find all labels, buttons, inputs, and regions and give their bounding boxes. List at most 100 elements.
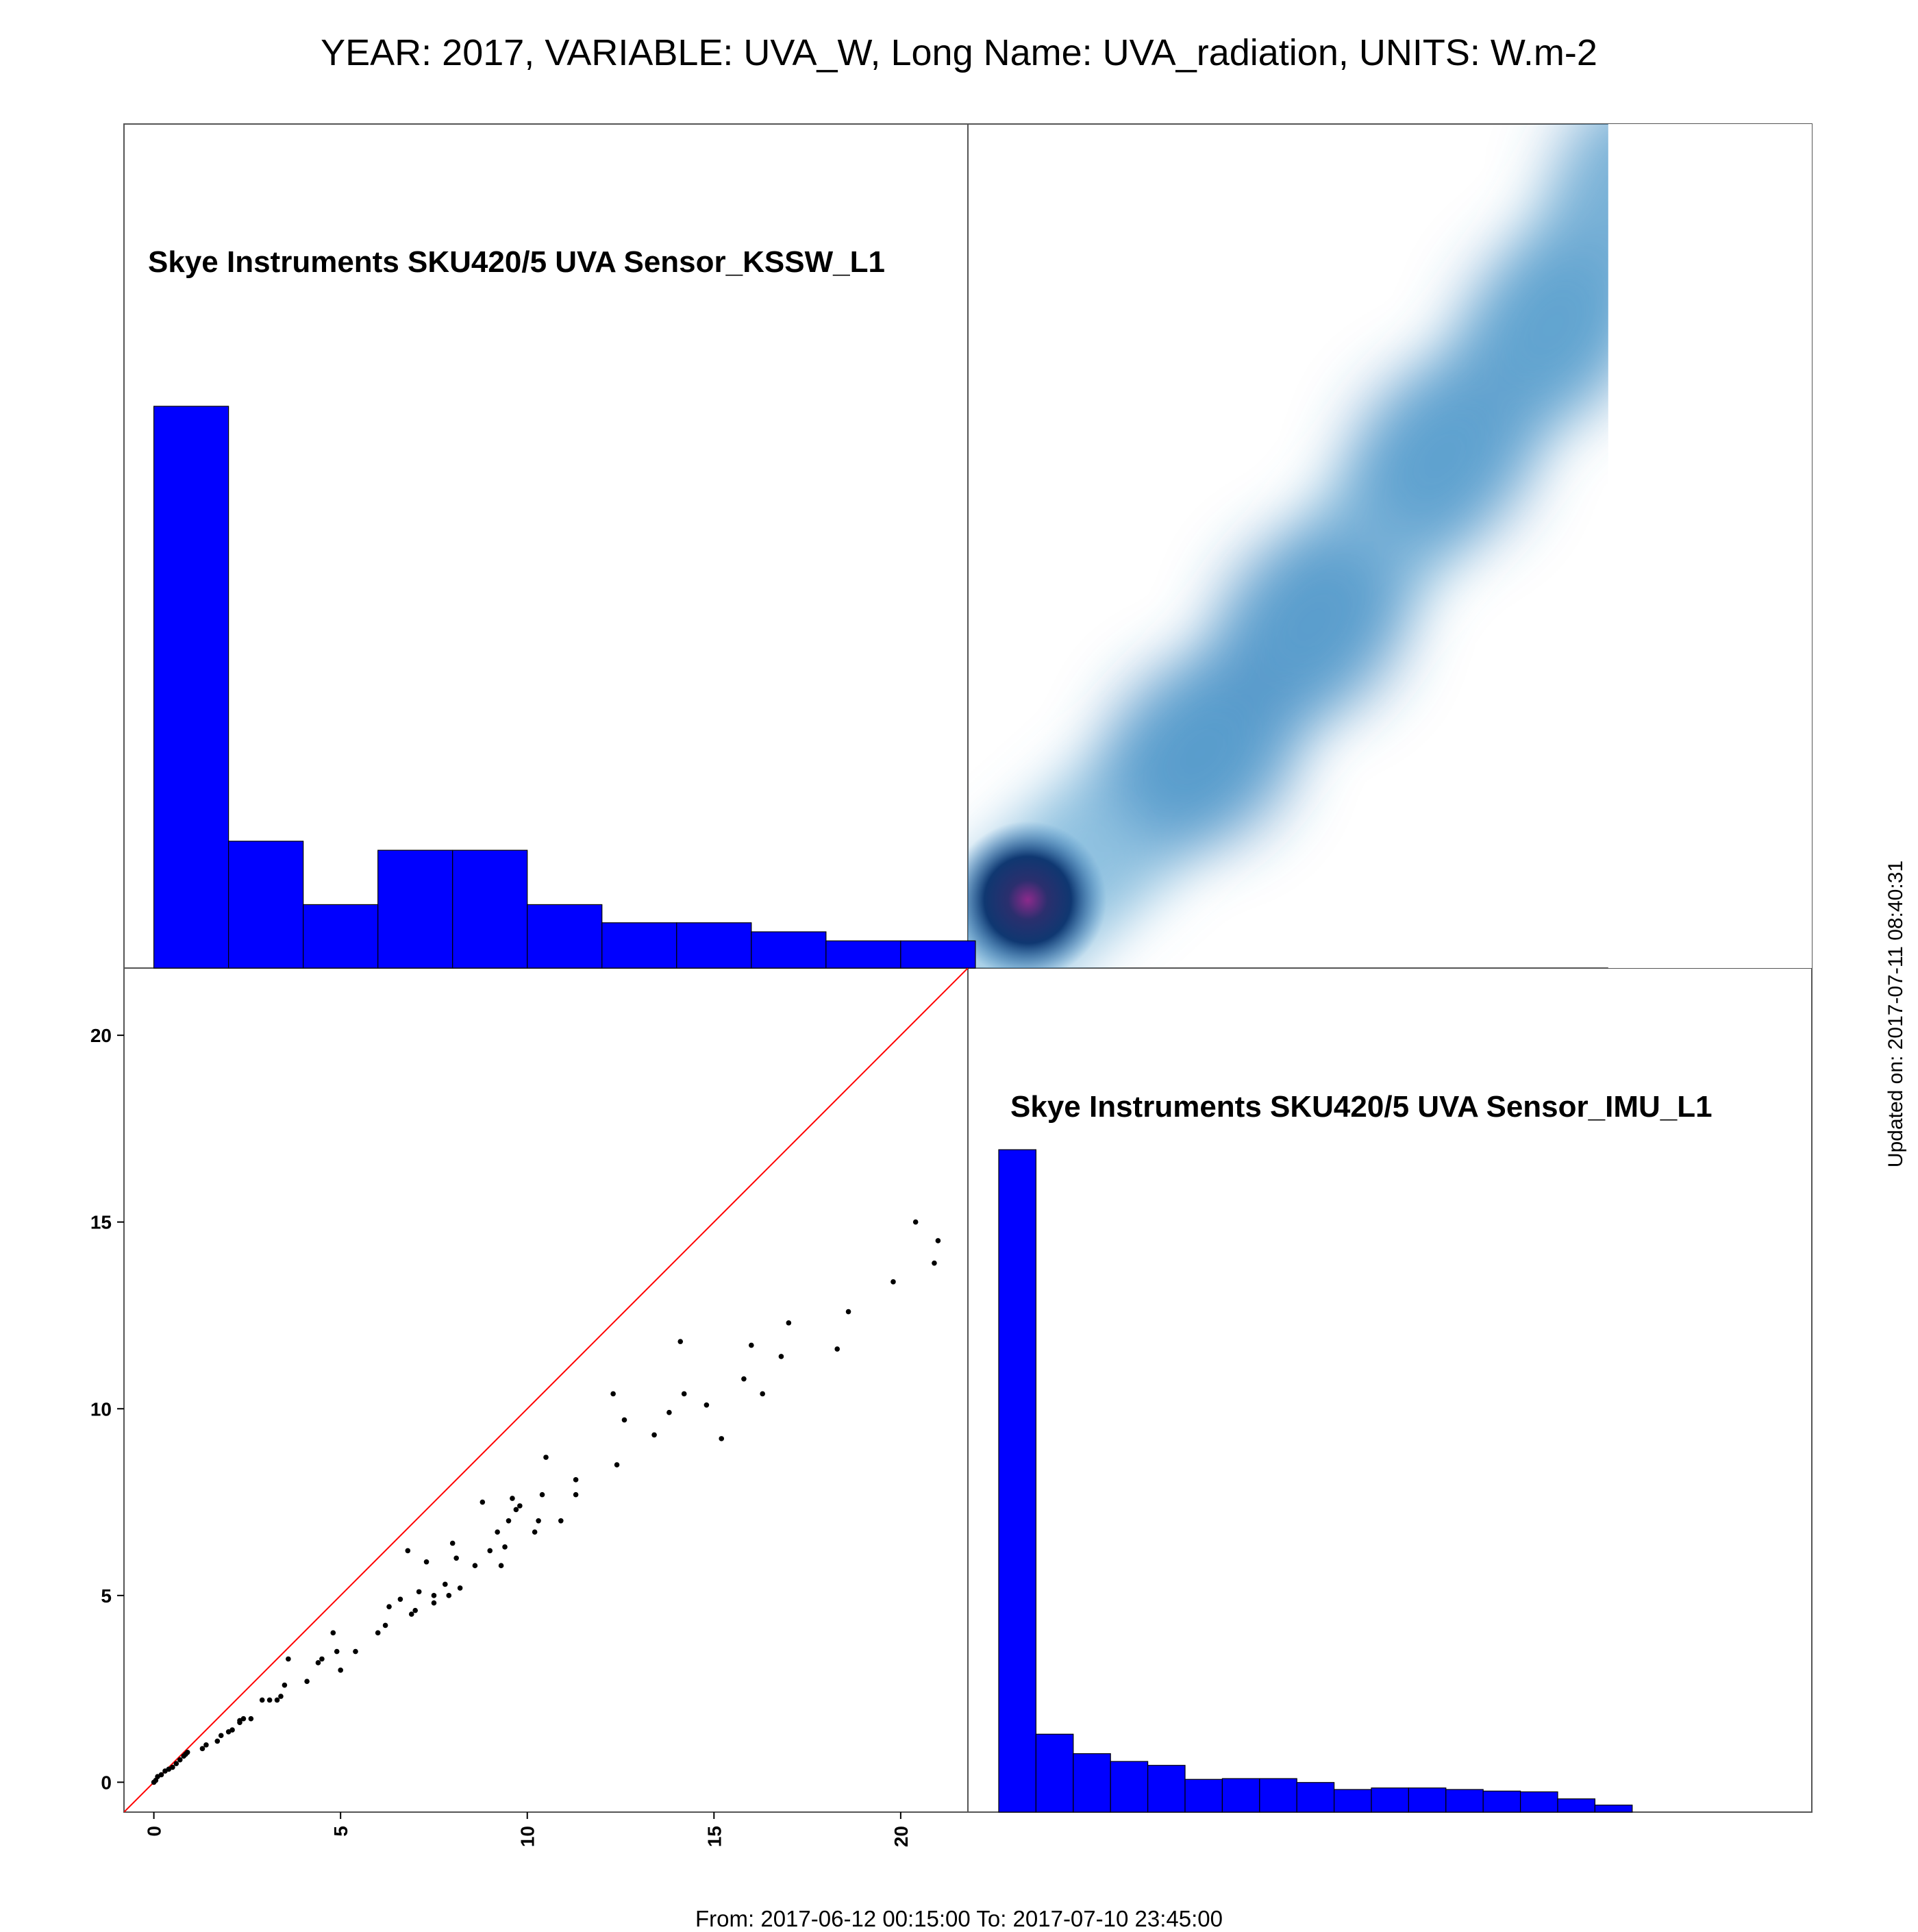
scatter-point: [375, 1630, 381, 1636]
histogram-bar: [1259, 1778, 1297, 1813]
histogram-bar: [601, 922, 677, 969]
histogram-bar: [1073, 1753, 1111, 1813]
scatter-point: [330, 1630, 336, 1636]
scatter-point: [315, 1660, 321, 1665]
scatter-point: [266, 1697, 273, 1703]
scatter-point: [517, 1503, 523, 1509]
panel-label-kssw: Skye Instruments SKU420/5 UVA Sensor_KSS…: [148, 245, 885, 279]
scatter-point: [510, 1496, 515, 1501]
scatter-point: [319, 1656, 325, 1662]
scatter-point: [912, 1219, 919, 1225]
scatter-point: [431, 1600, 437, 1606]
scatter-point: [932, 1260, 937, 1266]
identity-line: [124, 968, 968, 1812]
histogram-bar: [153, 406, 229, 969]
scatter-point: [177, 1757, 183, 1763]
histogram-bar: [1035, 1733, 1074, 1813]
scatter-point: [443, 1581, 448, 1587]
histogram-bar: [1408, 1787, 1447, 1813]
scatter-point: [158, 1772, 164, 1778]
density-blob: [1449, 225, 1656, 431]
scatter-point: [431, 1593, 437, 1598]
scatter-point: [259, 1697, 265, 1703]
y-tick-label: 5: [101, 1585, 112, 1607]
scatter-point: [334, 1648, 340, 1655]
scatter-point: [240, 1716, 247, 1722]
x-tick-label: 15: [703, 1826, 725, 1847]
scatter-point: [558, 1518, 564, 1524]
scatter-point: [614, 1462, 620, 1467]
histogram-bar: [1520, 1791, 1558, 1813]
histogram-bar: [825, 940, 901, 969]
scatter-point: [703, 1402, 710, 1408]
scatter-point: [573, 1477, 579, 1483]
histogram-bar: [1296, 1782, 1335, 1813]
scatter-point: [719, 1436, 725, 1441]
scatter-point: [184, 1749, 190, 1755]
scatter-point: [412, 1607, 419, 1613]
scatter-point: [778, 1354, 784, 1359]
x-tick-label: 10: [517, 1826, 538, 1847]
scatter-point: [199, 1746, 206, 1752]
y-tick-label: 20: [90, 1025, 112, 1046]
histogram-bar: [1557, 1798, 1596, 1813]
scatter-axes: 0 5 10 15 20 0 5 10 15 20: [90, 1025, 912, 1847]
scatter-point: [229, 1727, 235, 1733]
scatter-point: [416, 1589, 422, 1595]
scatter-point: [446, 1593, 452, 1598]
scatter-point: [286, 1656, 291, 1662]
histogram-bar: [1147, 1765, 1186, 1813]
scatter-point: [834, 1346, 840, 1352]
scatter-point: [457, 1585, 463, 1591]
scatter-point: [170, 1764, 175, 1770]
scatter-point: [218, 1733, 224, 1739]
scatter-point: [573, 1491, 579, 1498]
scatter-point: [498, 1563, 504, 1569]
histogram-bar: [1445, 1789, 1484, 1813]
scatter-point: [502, 1544, 508, 1550]
scatter-point: [539, 1491, 545, 1498]
histogram-bar: [1221, 1778, 1260, 1813]
histogram-bar: [900, 940, 976, 969]
scatter-point: [480, 1499, 486, 1505]
scatter-point: [677, 1339, 684, 1344]
scatter-point: [453, 1555, 459, 1561]
scatter-point: [532, 1529, 538, 1535]
date-range-footer: From: 2017-06-12 00:15:00 To: 2017-07-10…: [695, 1906, 1223, 1931]
scatter-point: [621, 1417, 627, 1423]
panel-label-imu: Skye Instruments SKU420/5 UVA Sensor_IMU…: [1010, 1090, 1713, 1124]
x-tick-label: 5: [330, 1826, 351, 1837]
scatter-point: [495, 1529, 500, 1535]
scatter-point: [667, 1409, 672, 1415]
scatter-point: [203, 1742, 209, 1748]
x-tick-label: 20: [891, 1826, 912, 1847]
scatter-point: [214, 1738, 221, 1744]
chart-title: YEAR: 2017, VARIABLE: UVA_W, Long Name: …: [321, 32, 1597, 73]
scatter-point: [397, 1596, 403, 1602]
scatter-point: [282, 1682, 288, 1688]
scatter-point: [382, 1622, 388, 1628]
scatter-point: [536, 1518, 541, 1524]
scatter-plot: [124, 968, 968, 1812]
scatter-point: [760, 1391, 765, 1397]
scatter-point: [543, 1454, 549, 1460]
y-tick-label: 10: [90, 1398, 112, 1420]
scatter-point: [513, 1507, 519, 1513]
histogram-bar: [1371, 1787, 1410, 1813]
histogram-bar: [676, 922, 752, 969]
histogram-kssw: [153, 406, 976, 969]
scatter-point: [386, 1604, 392, 1609]
scatter-point: [786, 1320, 792, 1326]
scatter-point: [304, 1679, 310, 1685]
y-tick-label: 0: [101, 1772, 112, 1793]
scatter-point: [487, 1548, 493, 1554]
scatter-point: [935, 1238, 941, 1243]
scatter-point: [408, 1611, 414, 1617]
scatter-point: [173, 1761, 179, 1766]
histogram-bar: [1482, 1790, 1521, 1813]
scatter-point: [278, 1694, 284, 1699]
histogram-bar: [1333, 1789, 1372, 1813]
histogram-bar: [303, 904, 379, 969]
scatter-point: [405, 1548, 411, 1554]
